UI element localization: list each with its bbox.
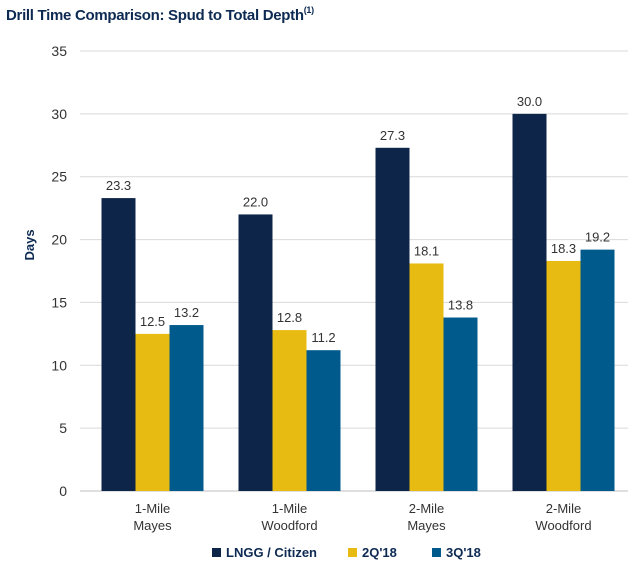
data-label: 18.1 bbox=[414, 243, 439, 258]
x-category-label: 2-Mile Woodford bbox=[535, 501, 591, 533]
bar bbox=[169, 325, 204, 491]
legend-swatch bbox=[432, 548, 441, 557]
bar bbox=[409, 263, 444, 491]
data-label: 13.8 bbox=[448, 298, 473, 313]
bar bbox=[272, 330, 307, 491]
chart-title-footnote: (1) bbox=[303, 5, 314, 15]
legend: LNGG / Citizen 2Q'18 3Q'18 bbox=[212, 545, 481, 560]
legend-entry: 3Q'18 bbox=[446, 545, 481, 560]
y-tick-label: 10 bbox=[51, 357, 67, 373]
y-tick-label: 0 bbox=[59, 483, 67, 499]
chart-title: Drill Time Comparison: Spud to Total Dep… bbox=[6, 5, 314, 24]
data-label: 12.8 bbox=[277, 310, 302, 325]
data-label: 22.0 bbox=[243, 194, 268, 209]
x-axis-categories: 1-Mile Mayes 1-Mile Woodford 2-Mile Mayes 2-Mi… bbox=[133, 501, 591, 533]
data-label: 18.3 bbox=[551, 241, 576, 256]
data-label: 30.0 bbox=[517, 94, 542, 109]
chart-title-text: Drill Time Comparison: Spud to Total Dep… bbox=[6, 7, 304, 24]
bar bbox=[546, 260, 581, 491]
data-label: 12.5 bbox=[140, 314, 165, 329]
legend-swatch bbox=[212, 548, 221, 557]
y-tick-label: 35 bbox=[51, 43, 67, 59]
data-label: 27.3 bbox=[380, 128, 405, 143]
y-tick-label: 20 bbox=[51, 232, 67, 248]
bar bbox=[101, 198, 136, 492]
bar bbox=[375, 147, 410, 492]
y-tick-label: 25 bbox=[51, 169, 67, 185]
y-tick-label: 30 bbox=[51, 106, 67, 122]
data-label: 19.2 bbox=[585, 230, 610, 245]
x-category-label: 1-Mile Mayes bbox=[133, 501, 172, 533]
bar bbox=[443, 317, 478, 491]
legend-swatch bbox=[348, 548, 357, 557]
legend-entry: 2Q'18 bbox=[362, 545, 397, 560]
bar bbox=[238, 214, 273, 491]
y-tick-label: 15 bbox=[51, 294, 67, 310]
y-tick-label: 5 bbox=[59, 420, 67, 436]
bar bbox=[580, 249, 615, 491]
data-label: 23.3 bbox=[106, 178, 131, 193]
x-category-label: 2-Mile Mayes bbox=[407, 501, 446, 533]
x-category-label: 1-Mile Woodford bbox=[261, 501, 317, 533]
data-label: 11.2 bbox=[311, 330, 335, 345]
bar bbox=[135, 333, 170, 491]
y-axis-ticks: 0 5 10 15 20 25 30 35 bbox=[51, 43, 67, 499]
bar bbox=[512, 113, 547, 491]
bar bbox=[306, 350, 341, 491]
y-axis-label: Days bbox=[22, 229, 37, 260]
data-label: 13.2 bbox=[174, 305, 199, 320]
legend-entry: LNGG / Citizen bbox=[226, 545, 317, 560]
data-labels: 23.3 12.5 13.2 22.0 12.8 11.2 27.3 18.1 13.8 30.0… bbox=[106, 94, 610, 345]
bars bbox=[101, 113, 615, 492]
